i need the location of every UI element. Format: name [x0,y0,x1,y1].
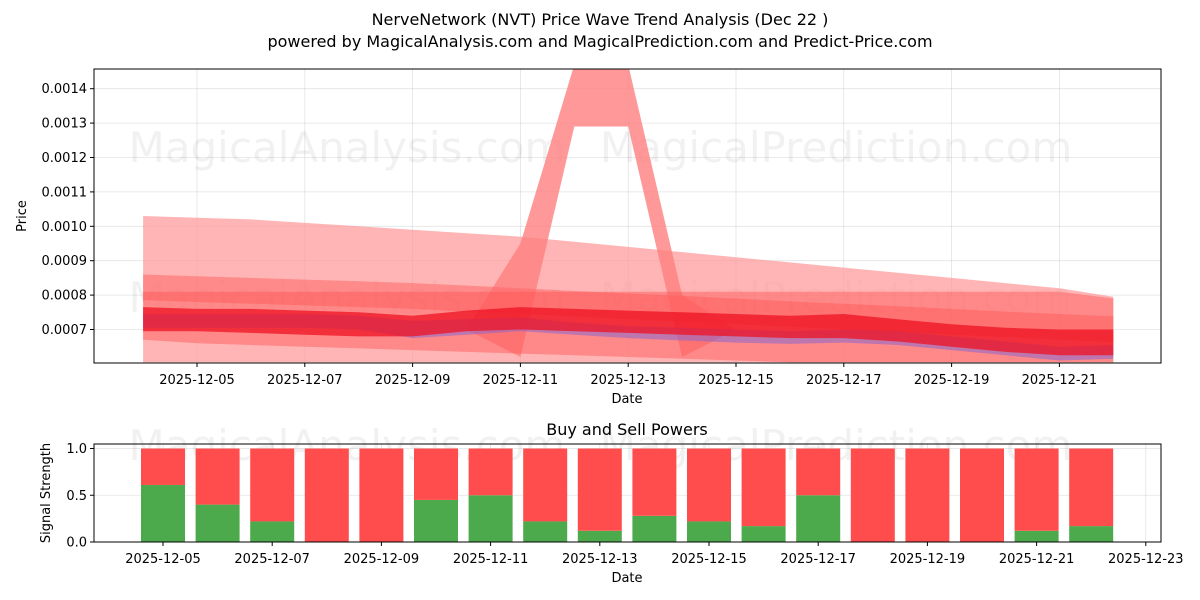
top-x-axis-label: Date [611,392,642,407]
top-y-tick-label: 0.0010 [42,220,88,235]
buy-bar [468,495,513,542]
sell-bar [905,448,950,542]
bottom-chart-title: Buy and Sell Powers [546,420,708,439]
top-x-tick-label: 2025-12-05 [159,373,235,388]
bottom-x-tick-label: 2025-12-13 [562,552,638,567]
buy-bar [141,484,185,542]
buy-bar [687,521,731,542]
top-x-tick-label: 2025-12-11 [483,373,559,388]
buy-bar [796,495,841,542]
top-y-tick-label: 0.0011 [42,185,88,200]
sell-bar [1069,448,1114,527]
top-y-tick-label: 0.0009 [42,254,88,269]
top-y-tick-label: 0.0012 [42,151,88,166]
buy-bar [250,521,295,542]
sell-bar [741,448,786,527]
bottom-x-tick-label: 2025-12-19 [890,552,966,567]
bottom-x-tick-label: 2025-12-11 [453,552,529,567]
sell-bar [359,448,404,542]
chart-subtitle: powered by MagicalAnalysis.com and Magic… [267,32,932,51]
sell-bar [632,448,677,516]
series-band-core-price-band [143,307,1114,356]
bottom-y-tick-label: 1.0 [66,442,87,457]
watermark-analysis-top: MagicalAnalysis.com [129,123,566,172]
bottom-x-tick-label: 2025-12-09 [344,552,420,567]
bottom-x-tick-label: 2025-12-17 [780,552,856,567]
top-y-ticks: 0.0007 0.0008 0.0009 0.0010 0.0011 0.0012 0.00… [42,82,94,338]
sell-bar [1014,448,1059,531]
bottom-x-axis-label: Date [611,571,642,586]
buy-bar [741,526,786,542]
sell-bar [577,448,622,531]
sell-bar [195,448,240,505]
chart-title: NerveNetwork (NVT) Price Wave Trend Anal… [372,10,829,29]
sell-bar [250,448,295,522]
buy-bar [523,521,568,542]
sell-bar [960,448,1004,542]
buy-bar [577,530,622,542]
bottom-plot-frame [93,443,1162,543]
top-x-tick-label: 2025-12-19 [914,373,990,388]
top-y-tick-label: 0.0014 [42,82,88,97]
signal-bars-group [141,448,1114,542]
sell-bar [796,448,841,496]
bottom-y-axis-label: Signal Strength [39,443,54,543]
sell-bar [414,448,458,500]
top-x-tick-label: 2025-12-07 [267,373,343,388]
top-plot-frame [93,68,1162,364]
sell-bar [468,448,513,496]
sell-bar [141,448,185,485]
bottom-y-tick-label: 0.0 [66,536,87,551]
sell-bar [523,448,568,522]
sell-bar [304,448,349,542]
top-y-tick-label: 0.0013 [42,117,88,132]
top-x-tick-label: 2025-12-21 [1022,373,1098,388]
bottom-y-tick-label: 0.5 [66,489,87,504]
buy-bar [1014,530,1059,542]
top-y-tick-label: 0.0008 [42,289,88,304]
bottom-x-tick-label: 2025-12-21 [999,552,1075,567]
top-x-tick-label: 2025-12-09 [375,373,451,388]
bottom-y-ticks: 0.0 0.5 1.0 [66,442,94,551]
top-x-ticks: 2025-12-05 2025-12-07 2025-12-09 2025-12-11… [159,363,1097,388]
bottom-x-tick-label: 2025-12-05 [125,552,201,567]
top-y-axis-label: Price [15,200,30,232]
buy-bar [632,515,677,542]
buy-bar [1069,526,1114,542]
top-x-tick-label: 2025-12-17 [806,373,882,388]
bottom-x-tick-label: 2025-12-23 [1108,552,1184,567]
bottom-x-tick-label: 2025-12-07 [234,552,310,567]
bottom-x-ticks: 2025-12-05 2025-12-07 2025-12-09 2025-12-11… [125,542,1184,567]
top-y-tick-label: 0.0007 [42,323,88,338]
top-x-tick-label: 2025-12-15 [698,373,774,388]
buy-bar [414,499,458,542]
bottom-x-tick-label: 2025-12-15 [671,552,747,567]
price-series-group [143,69,1114,363]
watermark-prediction-top: MagicalPrediction.com [600,123,1073,172]
sell-bar [687,448,731,522]
buy-bar [195,504,240,542]
top-x-tick-label: 2025-12-13 [590,373,666,388]
sell-bar [850,448,895,542]
